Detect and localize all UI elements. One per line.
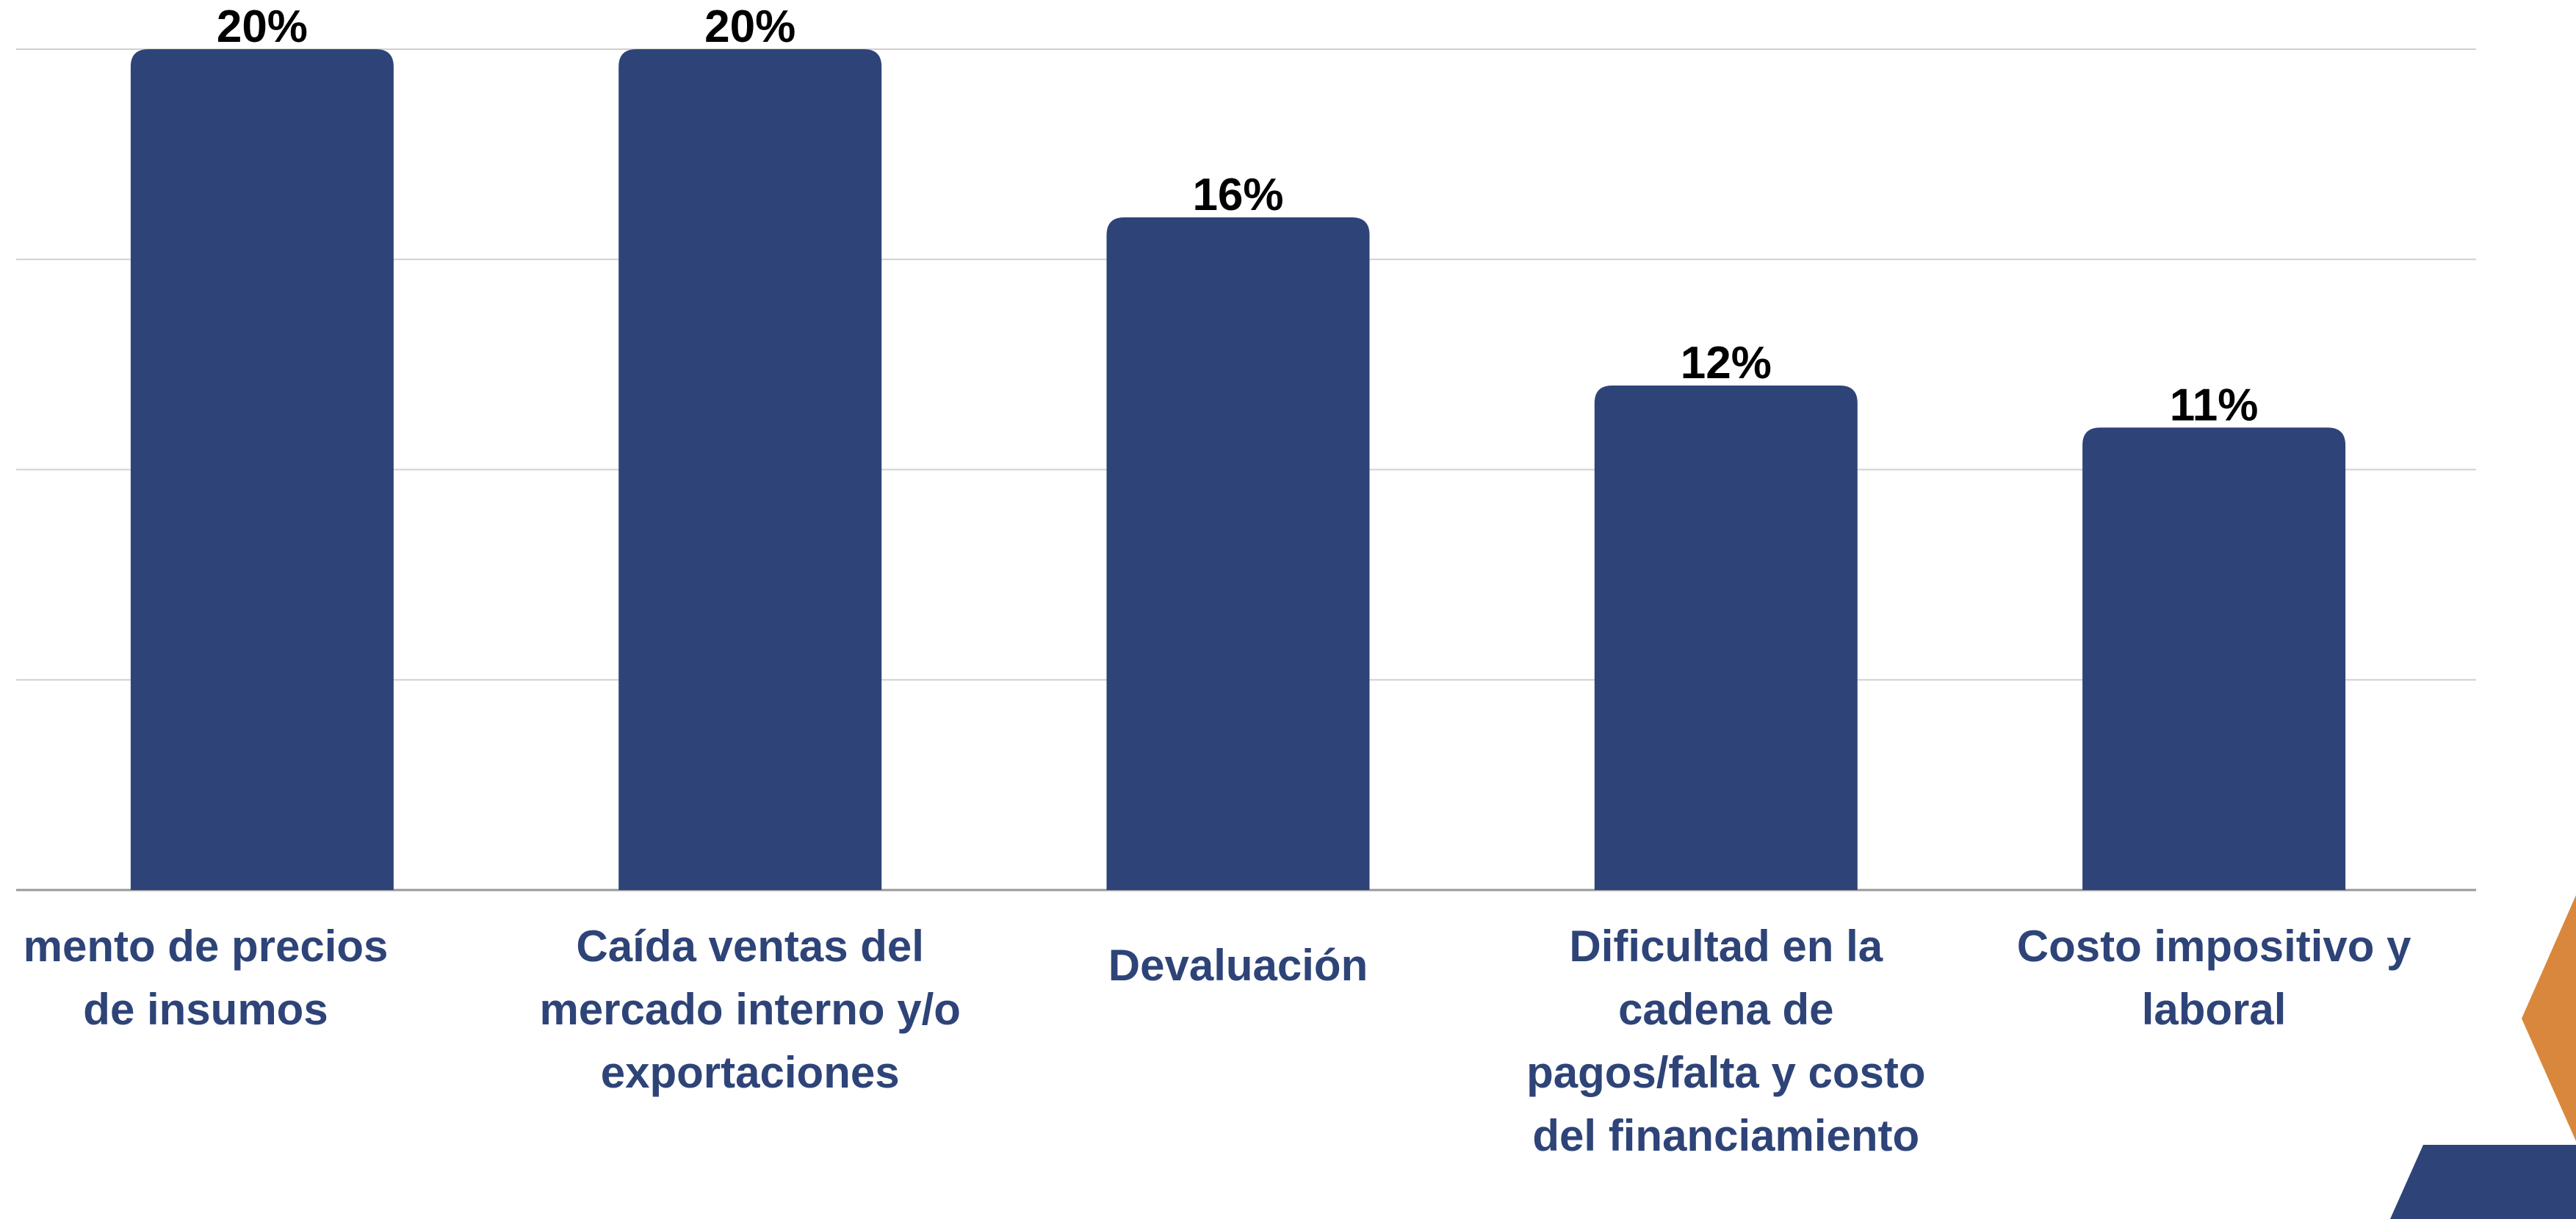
decor-diamond [2522, 895, 2576, 1141]
x-tick-label: mento de precios de insumos [23, 922, 389, 1034]
bar [1106, 217, 1370, 890]
bar [1594, 386, 1858, 890]
x-tick-label: Costo impositivo y laboral [2016, 922, 2411, 1034]
decor-band [2390, 1145, 2576, 1219]
value-label: 20% [704, 1, 795, 52]
bar [2082, 427, 2346, 890]
bar [618, 49, 882, 890]
value-label: 20% [217, 1, 308, 52]
value-label: 11% [2170, 380, 2259, 430]
x-tick-label: Devaluación [1108, 941, 1368, 990]
value-label: 12% [1681, 338, 1772, 388]
value-label: 16% [1192, 170, 1283, 220]
x-tick-label: Dificultad en la cadena de pagos/falta y… [1526, 922, 1926, 1160]
bar [130, 49, 394, 890]
x-tick-label: Caída ventas del mercado interno y/o exp… [539, 922, 961, 1097]
